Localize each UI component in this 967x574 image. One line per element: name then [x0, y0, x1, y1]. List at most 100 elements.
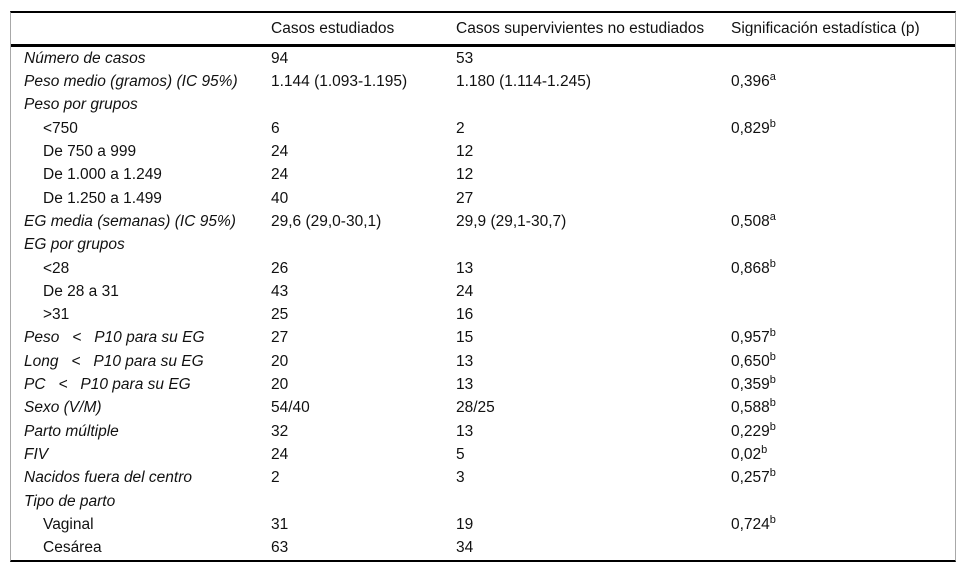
row-label: Número de casos	[24, 49, 146, 67]
footnote-marker: a	[769, 71, 776, 84]
footnote-marker: b	[769, 327, 776, 340]
cell-casos-supervivientes: 29,9 (29,1-30,7)	[456, 212, 567, 230]
table-row: Peso < P10 para su EG 27 15 0,957b	[11, 327, 955, 350]
row-label: De 1.000 a 1.249	[43, 166, 162, 184]
cell-casos-supervivientes: 15	[456, 329, 474, 347]
cell-p-value: 0,650b	[731, 350, 776, 370]
row-label: FIV	[24, 445, 49, 463]
cell-p-value: 0,257b	[731, 467, 776, 487]
header-significacion: Significación estadística (p)	[731, 20, 920, 37]
cell-casos-estudiados: 31	[271, 515, 289, 533]
cell-casos-estudiados: 6	[271, 119, 280, 137]
cell-casos-supervivientes: 13	[456, 376, 474, 394]
cell-p-value: 0,868b	[731, 257, 776, 277]
table-row: <750 6 2 0,829b	[11, 117, 955, 140]
cell-p-value: 0,02b	[731, 443, 768, 463]
row-label: PC < P10 para su EG	[24, 376, 191, 394]
footnote-marker: b	[769, 117, 776, 130]
footnote-marker: b	[769, 257, 776, 270]
cell-casos-supervivientes: 27	[456, 189, 474, 207]
cell-casos-estudiados: 63	[271, 539, 289, 557]
table-row: De 750 a 999 24 12	[11, 140, 955, 163]
table-row: Peso por grupos	[11, 94, 955, 117]
footnote-marker: b	[769, 467, 776, 480]
table-row: Parto múltiple 32 13 0,229b	[11, 420, 955, 443]
cell-casos-estudiados: 1.144 (1.093-1.195)	[271, 73, 408, 91]
cell-casos-supervivientes: 19	[456, 515, 474, 533]
cell-casos-supervivientes: 12	[456, 166, 474, 184]
cell-casos-estudiados: 20	[271, 376, 289, 394]
cell-casos-estudiados: 94	[271, 49, 289, 67]
cell-casos-supervivientes: 2	[456, 119, 465, 137]
row-label: Long < P10 para su EG	[24, 352, 204, 370]
cell-p-value: 0,724b	[731, 513, 776, 533]
table-row: Sexo (V/M) 54/40 28/25 0,588b	[11, 396, 955, 419]
cell-casos-supervivientes: 13	[456, 352, 474, 370]
footnote-marker: a	[769, 210, 776, 223]
table-body: Número de casos 94 53 Peso medio (gramos) (…	[11, 47, 955, 560]
cell-casos-estudiados: 26	[271, 259, 289, 277]
cell-p-value: 0,829b	[731, 117, 776, 137]
cell-casos-supervivientes: 24	[456, 282, 474, 300]
row-label: Peso medio (gramos) (IC 95%)	[24, 73, 238, 91]
cell-casos-estudiados: 25	[271, 306, 289, 324]
cell-p-value: 0,229b	[731, 420, 776, 440]
cell-casos-supervivientes: 13	[456, 259, 474, 277]
cell-p-value: 0,359b	[731, 373, 776, 394]
table-row: Vaginal 31 19 0,724b	[11, 513, 955, 536]
row-label: <28	[43, 259, 70, 277]
cell-p-value: 0,508a	[731, 210, 776, 230]
footnote-marker: b	[769, 350, 776, 363]
cell-p-value: 0,957b	[731, 327, 776, 347]
table-row: Cesárea 63 34	[11, 536, 955, 559]
cell-casos-supervivientes: 53	[456, 49, 474, 67]
header-casos-estudiados: Casos estudiados	[271, 20, 395, 37]
cell-casos-supervivientes: 16	[456, 306, 474, 324]
cell-casos-estudiados: 20	[271, 352, 289, 370]
row-label: Sexo (V/M)	[24, 399, 102, 417]
row-label: De 1.250 a 1.499	[43, 189, 162, 207]
header-casos-supervivientes: Casos supervivientes no estudiados	[456, 20, 705, 37]
cell-casos-estudiados: 29,6 (29,0-30,1)	[271, 212, 382, 230]
table-row: De 28 a 31 43 24	[11, 280, 955, 303]
cell-casos-estudiados: 54/40	[271, 399, 310, 417]
row-label: Tipo de parto	[24, 492, 116, 510]
footnote-marker: b	[769, 397, 776, 410]
table-row: Número de casos 94 53	[11, 47, 955, 70]
row-label: Vaginal	[43, 515, 94, 533]
cell-casos-supervivientes: 12	[456, 143, 474, 161]
cell-casos-estudiados: 2	[271, 469, 280, 487]
table-row: Long < P10 para su EG 20 13 0,650b	[11, 350, 955, 373]
table-row: De 1.000 a 1.249 24 12	[11, 163, 955, 186]
row-label: De 750 a 999	[43, 143, 137, 161]
row-label: Nacidos fuera del centro	[24, 469, 193, 487]
table-row: EG por grupos	[11, 233, 955, 256]
row-label: Parto múltiple	[24, 422, 119, 440]
table-row: EG media (semanas) (IC 95%) 29,6 (29,0-30…	[11, 210, 955, 233]
cell-casos-supervivientes: 28/25	[456, 399, 495, 417]
table-row: Nacidos fuera del centro 2 3 0,257b	[11, 466, 955, 489]
cell-p-value: 0,588b	[731, 397, 776, 417]
cell-casos-supervivientes: 1.180 (1.114-1.245)	[456, 73, 592, 91]
row-label: Cesárea	[43, 539, 102, 557]
table-row: Tipo de parto	[11, 490, 955, 513]
row-label: De 28 a 31	[43, 282, 119, 300]
table-row: <28 26 13 0,868b	[11, 257, 955, 280]
table-row: De 1.250 a 1.499 40 27	[11, 187, 955, 210]
cell-casos-supervivientes: 13	[456, 422, 474, 440]
cell-casos-estudiados: 32	[271, 422, 289, 440]
table-row: FIV 24 5 0,02b	[11, 443, 955, 466]
cell-casos-estudiados: 24	[271, 143, 289, 161]
footnote-marker: b	[769, 513, 776, 526]
cell-casos-estudiados: 43	[271, 282, 289, 300]
table-header-row: Casos estudiados Casos supervivientes no…	[11, 13, 955, 47]
cell-casos-estudiados: 27	[271, 329, 289, 347]
cell-casos-estudiados: 24	[271, 166, 289, 184]
table-row: >31 25 16	[11, 303, 955, 326]
row-label: Peso < P10 para su EG	[24, 329, 205, 347]
table-row: PC < P10 para su EG 20 13 0,359b	[11, 373, 955, 396]
row-label: Peso por grupos	[24, 96, 138, 114]
cell-casos-estudiados: 24	[271, 445, 289, 463]
cell-casos-estudiados: 40	[271, 189, 289, 207]
